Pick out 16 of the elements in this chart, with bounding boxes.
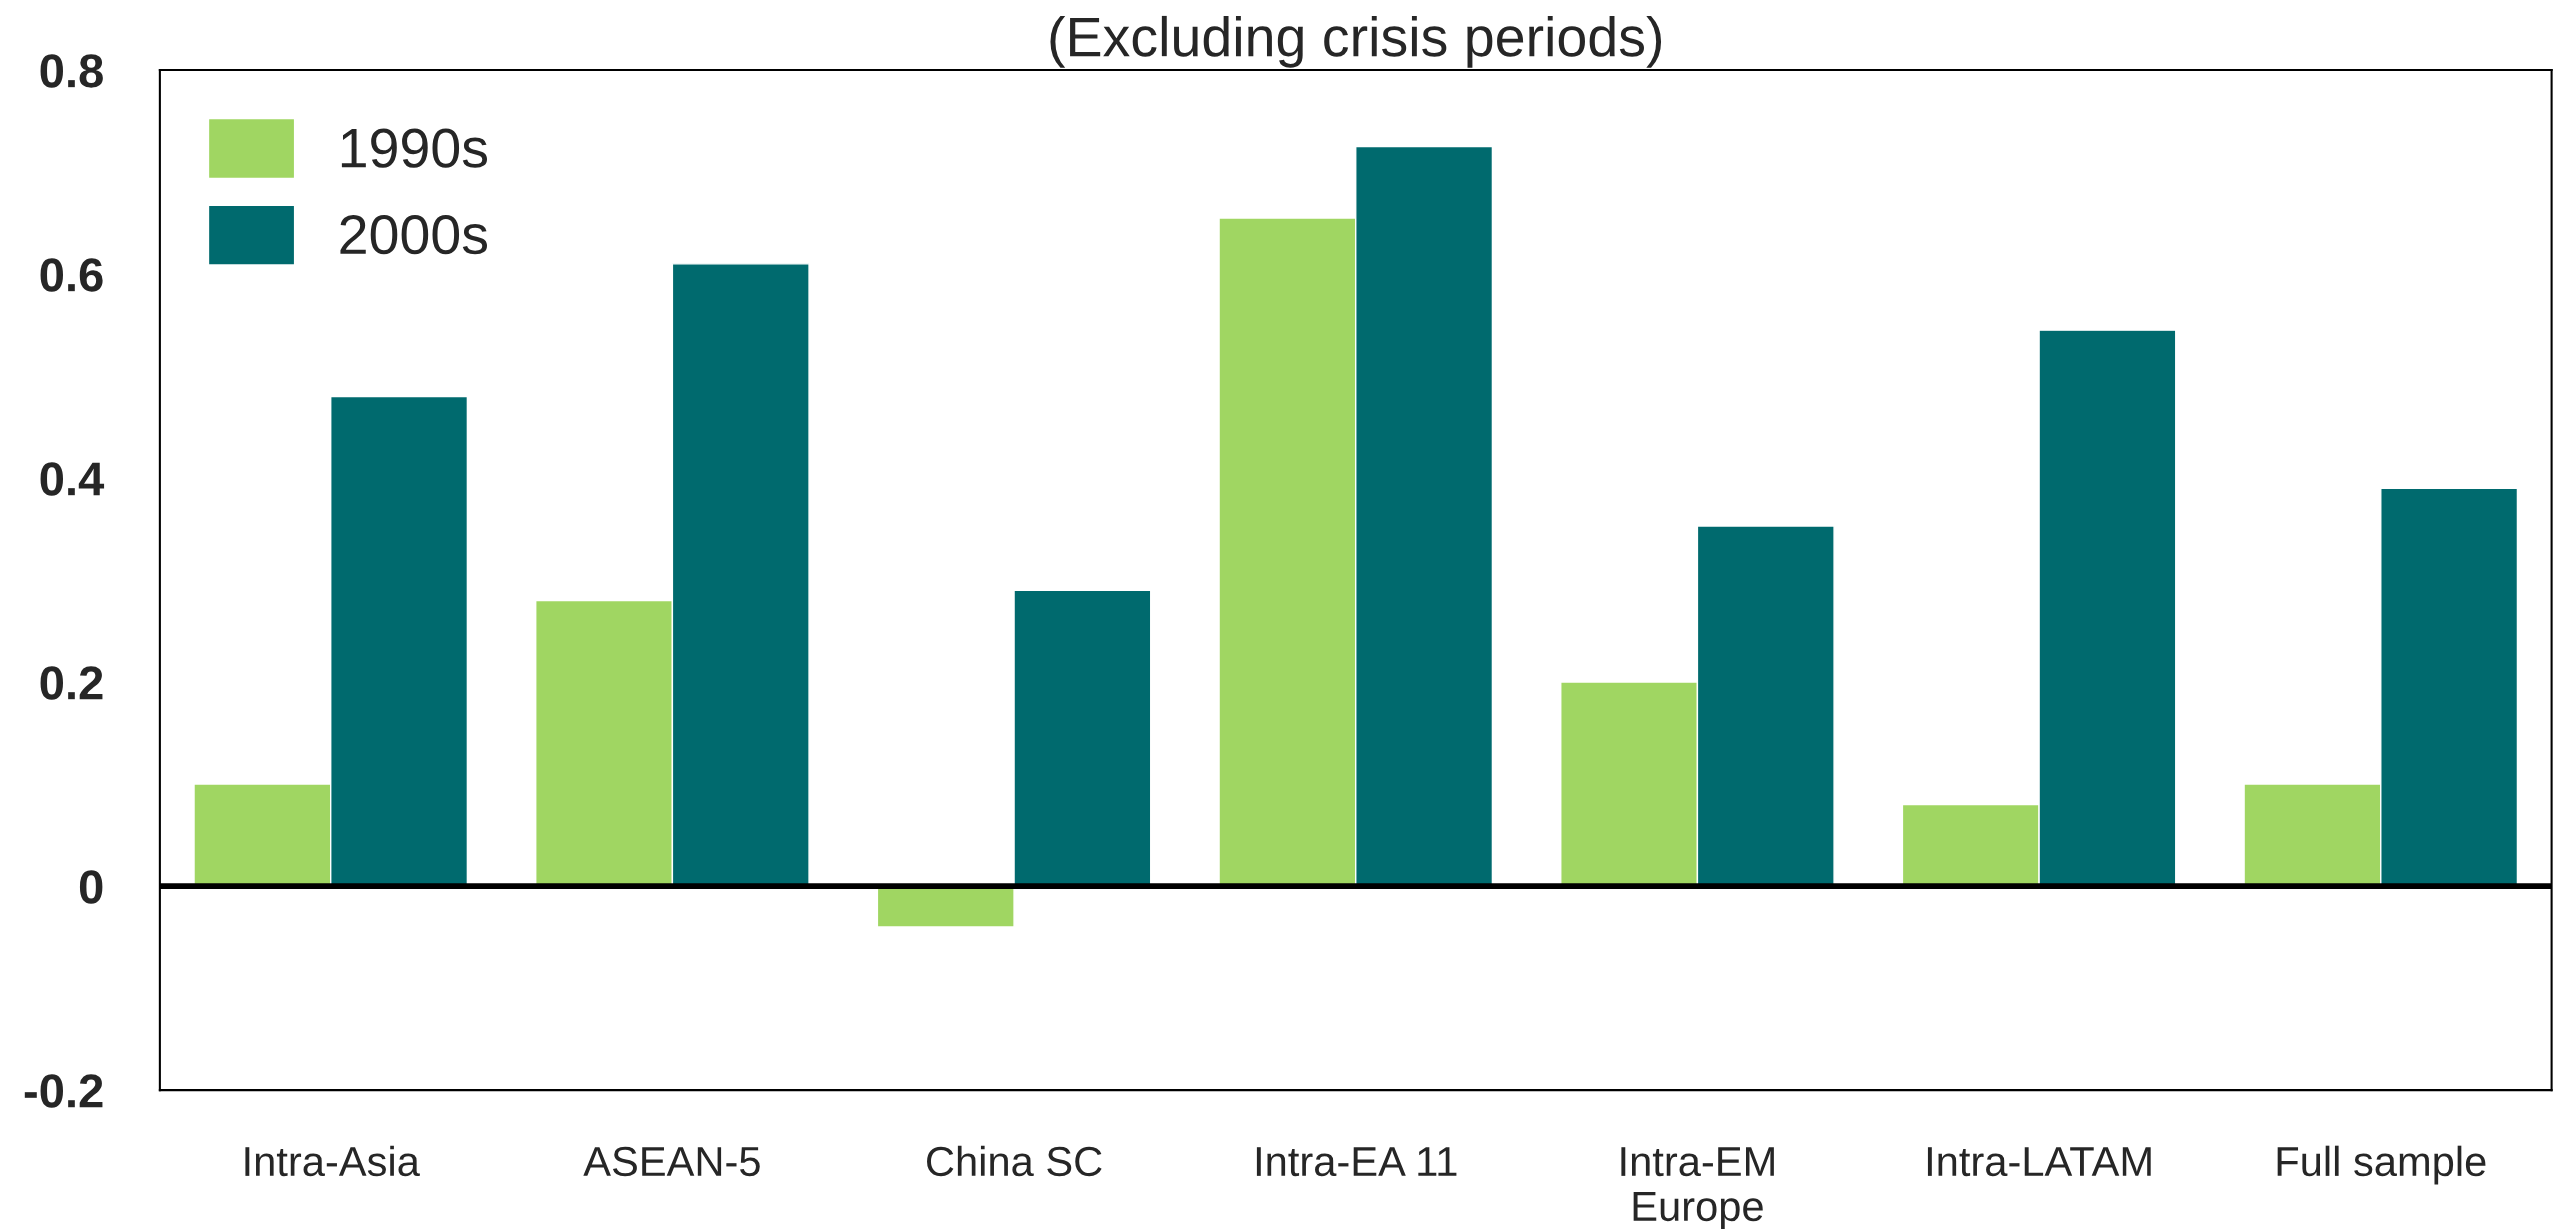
legend-label: 1990s	[341, 128, 488, 168]
legend-label: 2000s	[340, 215, 488, 255]
x-tick-label: Intra-LATAM	[1927, 1147, 2151, 1177]
y-tick-label: 0.8	[40, 54, 103, 88]
x-tick-label: Intra-EM Europe	[1621, 1147, 1774, 1229]
y-tick-label: 0.2	[40, 666, 103, 700]
chart-title: (Excluding crisis periods)	[1050, 15, 1662, 68]
y-tick-label: 0.6	[40, 258, 103, 292]
y-tick-label: 0	[79, 870, 103, 904]
x-tick-label: China SC	[927, 1145, 1102, 1177]
x-tick-label: Intra-EA 11	[1256, 1147, 1457, 1177]
y-tick-label: -0.2	[24, 1074, 103, 1108]
x-tick-label: ASEAN-5	[583, 1146, 760, 1177]
x-tick-label: Full sample	[2277, 1145, 2486, 1185]
y-tick-label: 0.4	[40, 462, 105, 496]
x-tick-label: Intra-Asia	[245, 1145, 420, 1177]
